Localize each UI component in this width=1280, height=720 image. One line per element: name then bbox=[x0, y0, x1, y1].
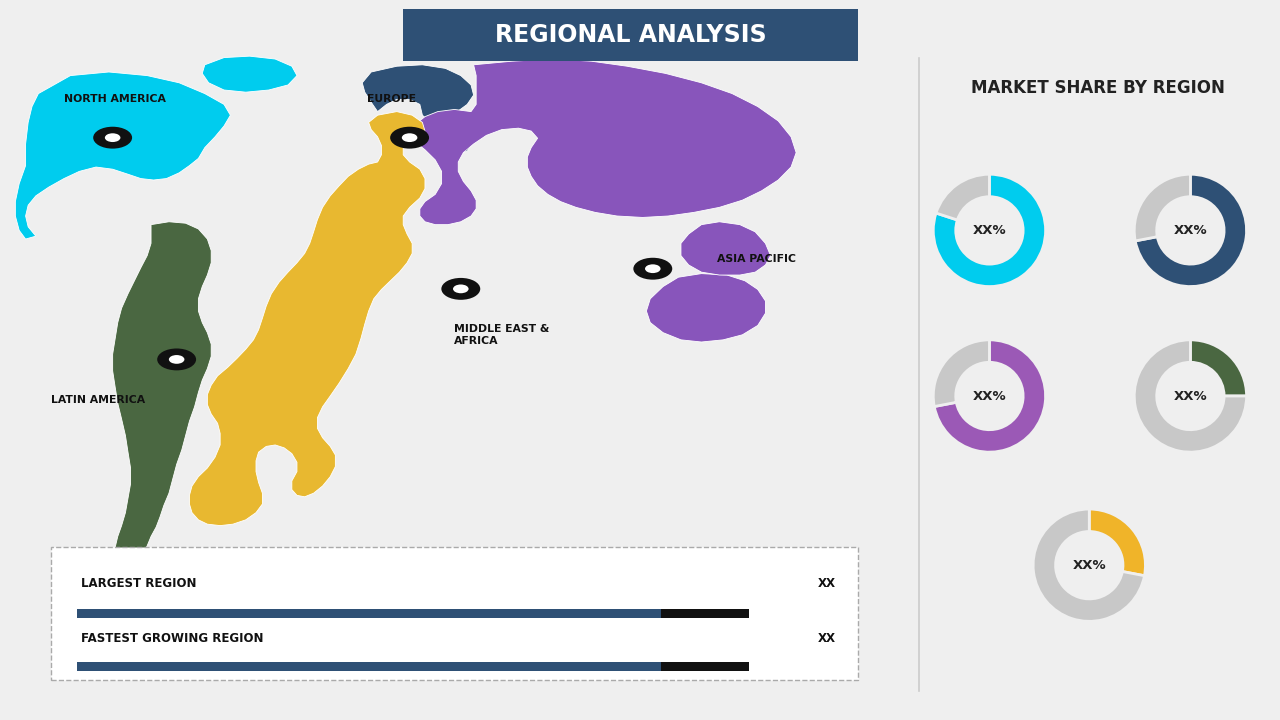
Text: LATIN AMERICA: LATIN AMERICA bbox=[51, 395, 146, 405]
Polygon shape bbox=[394, 140, 425, 146]
Circle shape bbox=[390, 127, 429, 148]
Text: XX%: XX% bbox=[973, 224, 1006, 237]
Text: XX: XX bbox=[818, 632, 836, 646]
Wedge shape bbox=[1134, 174, 1190, 241]
Text: MARKET SHARE BY REGION: MARKET SHARE BY REGION bbox=[972, 79, 1225, 97]
Wedge shape bbox=[933, 340, 989, 407]
Polygon shape bbox=[97, 140, 128, 146]
Polygon shape bbox=[681, 222, 771, 275]
Text: NORTH AMERICA: NORTH AMERICA bbox=[64, 94, 166, 104]
Wedge shape bbox=[1089, 509, 1146, 576]
Text: XX: XX bbox=[818, 577, 836, 590]
Circle shape bbox=[105, 133, 120, 142]
Circle shape bbox=[645, 264, 660, 273]
Text: ASIA PACIFIC: ASIA PACIFIC bbox=[717, 254, 796, 264]
FancyBboxPatch shape bbox=[662, 662, 749, 671]
Polygon shape bbox=[189, 112, 425, 526]
FancyBboxPatch shape bbox=[403, 9, 858, 61]
Circle shape bbox=[442, 278, 480, 300]
FancyBboxPatch shape bbox=[77, 662, 662, 671]
Circle shape bbox=[402, 133, 417, 142]
Text: XX%: XX% bbox=[973, 390, 1006, 402]
Text: FASTEST GROWING REGION: FASTEST GROWING REGION bbox=[81, 632, 264, 646]
Wedge shape bbox=[1190, 340, 1247, 396]
Text: EUROPE: EUROPE bbox=[367, 94, 416, 104]
Polygon shape bbox=[445, 291, 476, 297]
Text: XX%: XX% bbox=[1073, 559, 1106, 572]
Circle shape bbox=[453, 284, 468, 293]
Wedge shape bbox=[936, 174, 989, 220]
Polygon shape bbox=[429, 115, 474, 155]
Polygon shape bbox=[161, 361, 192, 368]
Polygon shape bbox=[202, 56, 297, 92]
Wedge shape bbox=[1033, 509, 1144, 621]
Polygon shape bbox=[637, 271, 668, 277]
Text: XX%: XX% bbox=[1174, 224, 1207, 237]
Text: LARGEST REGION: LARGEST REGION bbox=[81, 577, 196, 590]
Circle shape bbox=[93, 127, 132, 148]
FancyBboxPatch shape bbox=[77, 609, 662, 618]
Wedge shape bbox=[933, 174, 1046, 287]
Text: XX%: XX% bbox=[1174, 390, 1207, 402]
Polygon shape bbox=[15, 72, 230, 239]
Polygon shape bbox=[113, 222, 211, 570]
Text: MIDDLE EAST &
AFRICA: MIDDLE EAST & AFRICA bbox=[454, 324, 550, 346]
Text: REGIONAL ANALYSIS: REGIONAL ANALYSIS bbox=[495, 23, 767, 48]
Circle shape bbox=[634, 258, 672, 279]
FancyBboxPatch shape bbox=[51, 547, 858, 680]
Circle shape bbox=[169, 355, 184, 364]
Circle shape bbox=[157, 348, 196, 370]
Polygon shape bbox=[362, 65, 474, 121]
Wedge shape bbox=[1134, 340, 1247, 452]
Polygon shape bbox=[412, 59, 796, 225]
Polygon shape bbox=[646, 274, 765, 342]
FancyBboxPatch shape bbox=[662, 609, 749, 618]
Wedge shape bbox=[934, 340, 1046, 452]
Wedge shape bbox=[1135, 174, 1247, 287]
